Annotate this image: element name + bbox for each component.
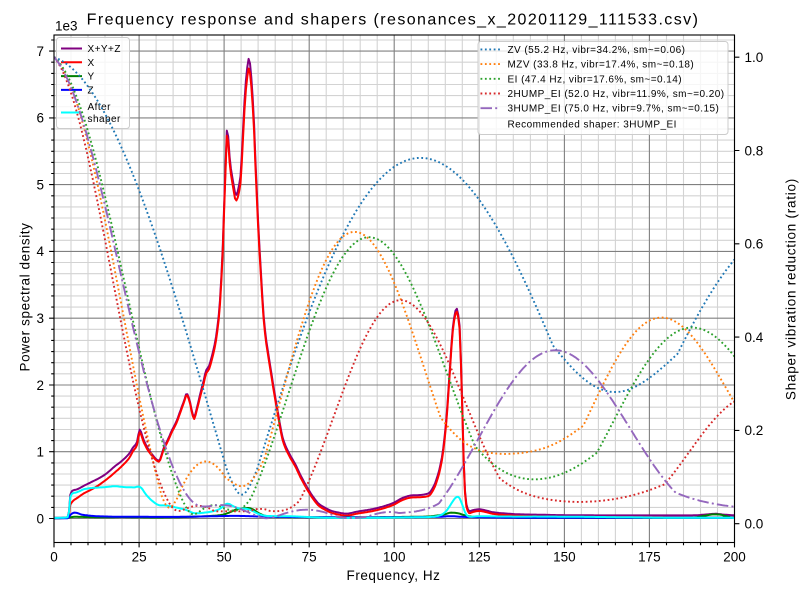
svg-text:Z: Z — [88, 85, 95, 96]
svg-text:3: 3 — [36, 311, 44, 326]
svg-text:6: 6 — [36, 111, 44, 126]
svg-text:EI (47.4 Hz, vibr=17.6%, sm~=0: EI (47.4 Hz, vibr=17.6%, sm~=0.14) — [508, 74, 683, 85]
svg-text:X: X — [88, 58, 95, 69]
svg-text:0.4: 0.4 — [745, 330, 764, 345]
svg-text:Power spectral density: Power spectral density — [18, 222, 33, 371]
svg-text:0.2: 0.2 — [745, 423, 764, 438]
svg-text:Shaper vibration reduction (ra: Shaper vibration reduction (ratio) — [784, 178, 799, 400]
svg-text:0: 0 — [50, 550, 58, 565]
svg-text:Recommended shaper: 3HUMP_EI: Recommended shaper: 3HUMP_EI — [508, 119, 677, 130]
svg-text:ZV (55.2 Hz, vibr=34.2%, sm~=0: ZV (55.2 Hz, vibr=34.2%, sm~=0.06) — [508, 45, 686, 56]
svg-text:MZV (33.8 Hz, vibr=17.4%, sm~=: MZV (33.8 Hz, vibr=17.4%, sm~=0.18) — [508, 60, 695, 71]
svg-text:2HUMP_EI (52.0 Hz, vibr=11.9%,: 2HUMP_EI (52.0 Hz, vibr=11.9%, sm~=0.20) — [508, 89, 725, 100]
svg-text:3HUMP_EI (75.0 Hz, vibr=9.7%,: 3HUMP_EI (75.0 Hz, vibr=9.7%, sm~=0.15) — [508, 104, 720, 115]
svg-text:2: 2 — [36, 378, 44, 393]
svg-text:4: 4 — [36, 244, 44, 259]
svg-text:Frequency, Hz: Frequency, Hz — [347, 568, 441, 583]
svg-text:7: 7 — [36, 44, 44, 59]
svg-text:0.8: 0.8 — [745, 143, 764, 158]
svg-text:200: 200 — [723, 550, 746, 565]
svg-text:1: 1 — [36, 445, 44, 460]
svg-text:75: 75 — [302, 550, 317, 565]
svg-text:150: 150 — [553, 550, 576, 565]
svg-text:25: 25 — [132, 550, 147, 565]
svg-text:0: 0 — [36, 511, 44, 526]
svg-text:Y: Y — [88, 72, 95, 83]
svg-text:175: 175 — [638, 550, 661, 565]
svg-text:50: 50 — [217, 550, 232, 565]
svg-text:After: After — [88, 102, 112, 113]
svg-text:125: 125 — [468, 550, 491, 565]
svg-text:X+Y+Z: X+Y+Z — [88, 44, 121, 55]
svg-text:1e3: 1e3 — [55, 19, 78, 34]
svg-text:shaper: shaper — [88, 114, 121, 125]
svg-text:0.6: 0.6 — [745, 237, 764, 252]
svg-text:100: 100 — [383, 550, 406, 565]
svg-text:1.0: 1.0 — [745, 50, 764, 65]
svg-text:0.0: 0.0 — [745, 517, 764, 532]
svg-text:Frequency response and shapers: Frequency response and shapers (resonanc… — [87, 12, 700, 29]
svg-text:5: 5 — [36, 177, 44, 192]
